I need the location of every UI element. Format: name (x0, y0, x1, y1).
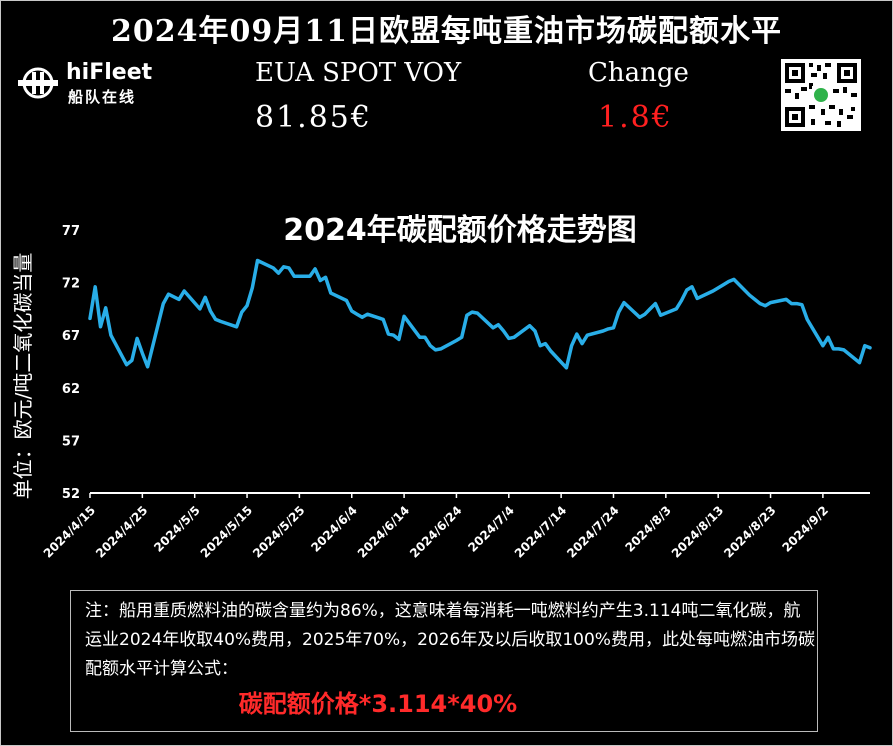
x-tick-label: 2024/7/4 (465, 503, 517, 555)
y-axis-label: 单位：欧元/吨二氧化碳当量 (11, 253, 35, 500)
page-title: 2024年09月11日欧盟每吨重油市场碳配额水平 (111, 14, 782, 49)
x-tick-label: 2024/5/5 (151, 503, 203, 555)
hifleet-logo-icon (18, 67, 58, 99)
x-tick-label: 2024/4/15 (41, 503, 98, 560)
x-tick-label: 2024/4/25 (93, 503, 150, 560)
y-tick-label: 57 (62, 434, 80, 449)
x-tick-label: 2024/5/15 (198, 503, 255, 560)
spot-price: 81.85€ (255, 100, 372, 135)
x-tick-label: 2024/6/24 (407, 503, 464, 560)
y-tick-label: 62 (62, 382, 80, 397)
x-tick-label: 2024/7/24 (564, 503, 621, 560)
y-tick-label: 77 (62, 224, 80, 239)
y-tick-label: 72 (62, 277, 80, 292)
y-axis-label-text: 单位：欧元/吨二氧化碳当量 (11, 253, 35, 500)
x-tick-label: 2024/8/13 (669, 503, 726, 560)
note-box: 注：船用重质燃料油的碳含量约为86%，这意味着每消耗一吨燃料约产生3.114吨二… (70, 590, 818, 732)
y-tick-label: 52 (62, 487, 80, 502)
x-tick-label: 2024/5/25 (250, 503, 307, 560)
logo: hiFleet 船队在线 (18, 60, 168, 106)
price-change: 1.8€ (598, 100, 673, 135)
x-tick-label: 2024/6/14 (355, 503, 412, 560)
x-tick-label: 2024/8/3 (622, 503, 674, 555)
price-series-line (88, 258, 872, 370)
change-label: Change (588, 58, 689, 88)
x-tick-label: 2024/7/14 (512, 503, 569, 560)
spot-label: EUA SPOT VOY (255, 58, 462, 88)
chart-title: 2024年碳配额价格走势图 (283, 213, 637, 248)
x-tick-label: 2024/6/4 (308, 503, 360, 555)
qr-code-icon (781, 59, 861, 131)
x-tick-label: 2024/8/23 (721, 503, 778, 560)
logo-subtitle: 船队在线 (68, 88, 137, 106)
logo-name: hiFleet (66, 60, 153, 85)
note-text: 注：船用重质燃料油的碳含量约为86%，这意味着每消耗一吨燃料约产生3.114吨二… (85, 601, 815, 679)
y-tick-label: 67 (62, 329, 80, 344)
x-tick-label: 2024/9/2 (779, 503, 831, 555)
note-formula: 碳配额价格*3.114*40% (238, 690, 518, 718)
